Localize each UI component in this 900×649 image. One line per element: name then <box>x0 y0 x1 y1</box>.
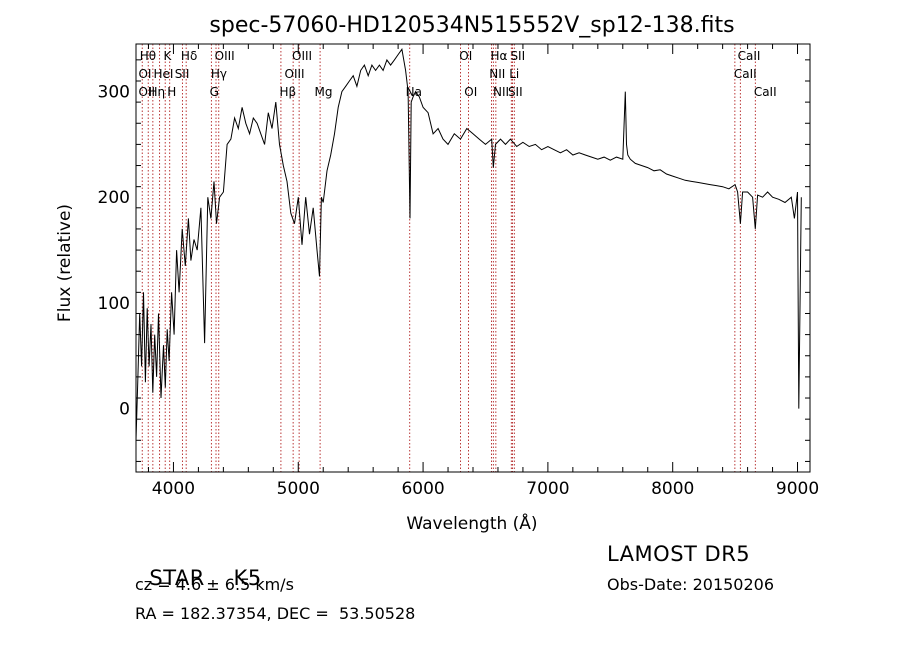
cz-readout: cz = 4.6 ± 6.5 km/s <box>135 575 294 594</box>
plot-frame <box>135 43 811 473</box>
line-label-0: Hθ <box>140 49 156 63</box>
emission-line-markers <box>141 44 756 472</box>
subclass-label: K5 <box>233 566 262 590</box>
line-label-14: NII <box>489 67 505 81</box>
y-axis: 0 100 200 300 <box>98 59 810 462</box>
line-label-25: NII <box>493 85 509 99</box>
spectrum-line <box>135 48 802 441</box>
x-axis: 4000 5000 6000 7000 8000 9000 <box>147 44 819 499</box>
x-tick-label-4: 8000 <box>651 479 694 499</box>
line-label-22: Mg <box>314 85 332 99</box>
y-tick-label-0: 0 <box>119 400 130 420</box>
line-label-18: Hη <box>148 85 165 99</box>
x-axis-label: Wavelength (Å) <box>406 512 537 534</box>
line-label-11: SII <box>175 67 190 81</box>
y-tick-label-3: 300 <box>98 83 130 103</box>
line-label-8: CaII <box>738 49 761 63</box>
coordinates: RA = 182.37354, DEC = 53.50528 <box>135 604 416 623</box>
survey-label: LAMOST DR5 <box>607 542 751 566</box>
y-tick-label-1: 100 <box>98 294 130 314</box>
class-label: STAR <box>149 566 205 590</box>
obs-date: Obs-Date: 20150206 <box>607 575 775 594</box>
line-label-5: OI <box>459 49 472 63</box>
line-label-1: K <box>163 49 172 63</box>
object-class: STAR K5 <box>135 542 262 590</box>
x-tick-label-2: 6000 <box>401 479 444 499</box>
line-label-10: HeI <box>153 67 173 81</box>
x-tick-label-0: 4000 <box>152 479 195 499</box>
line-label-9: OI <box>138 67 151 81</box>
line-label-24: OI <box>464 85 477 99</box>
line-label-4: OIII <box>292 49 312 63</box>
line-label-16: CaII <box>734 67 757 81</box>
line-label-27: CaII <box>754 85 777 99</box>
y-axis-label: Flux (relative) <box>55 204 75 322</box>
x-tick-label-1: 5000 <box>277 479 320 499</box>
line-label-6: Hα <box>490 49 507 63</box>
x-tick-label-5: 9000 <box>776 479 819 499</box>
chart-title: spec-57060-HD120534N515552V_sp12-138.fit… <box>209 13 734 38</box>
line-label-19: H <box>167 85 176 99</box>
line-label-12: Hγ <box>211 67 227 81</box>
line-label-17: OII <box>138 85 155 99</box>
line-label-20: G <box>210 85 219 99</box>
y-tick-label-2: 200 <box>98 188 130 208</box>
line-label-15: Li <box>509 67 519 81</box>
line-label-7: SII <box>510 49 525 63</box>
line-label-26: SII <box>508 85 523 99</box>
x-tick-label-3: 7000 <box>526 479 569 499</box>
line-label-2: Hδ <box>181 49 197 63</box>
line-label-3: OIII <box>215 49 235 63</box>
line-label-13: OIII <box>285 67 305 81</box>
line-label-21: Hβ <box>280 85 297 99</box>
